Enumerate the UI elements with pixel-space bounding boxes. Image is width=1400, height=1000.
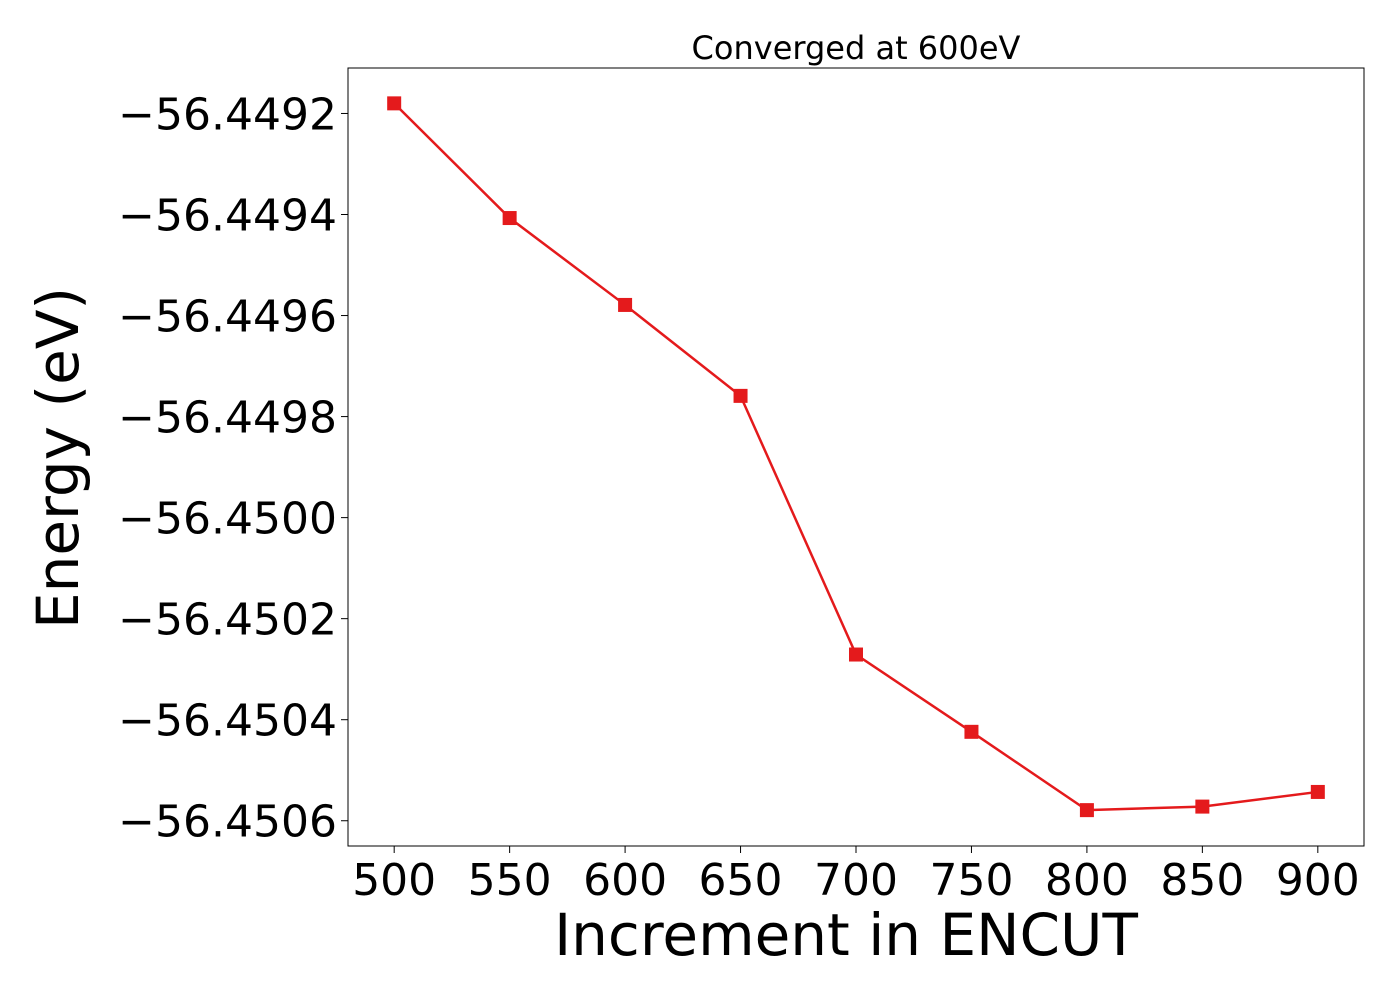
data-point-marker xyxy=(1079,803,1094,818)
data-point-marker xyxy=(1310,784,1325,799)
data-point-marker xyxy=(849,647,863,662)
chart-title: Converged at 600eV xyxy=(692,29,1021,67)
y-axis-ticks: −56.4492 −56.4494 −56.4496 −56.4498 −56.4500… xyxy=(118,89,348,848)
y-tick-label: −56.4494 xyxy=(118,191,337,242)
x-tick-label: 650 xyxy=(699,855,783,906)
x-axis-label: Increment in ENCUT xyxy=(554,901,1138,969)
data-point-marker xyxy=(387,96,402,111)
data-point-marker xyxy=(502,211,517,226)
data-point-marker xyxy=(1195,799,1210,814)
y-tick-label: −56.4502 xyxy=(118,595,337,646)
plot-frame xyxy=(347,67,1365,847)
data-point-marker xyxy=(733,388,748,403)
x-tick-label: 900 xyxy=(1276,855,1360,906)
y-tick-label: −56.4496 xyxy=(118,292,337,343)
x-tick-label: 800 xyxy=(1045,855,1129,906)
y-tick-label: −56.4504 xyxy=(118,696,337,747)
y-tick-label: −56.4492 xyxy=(118,89,337,140)
plot-area xyxy=(387,96,1325,818)
x-tick-label: 550 xyxy=(468,855,552,906)
y-axis-label: Energy (eV) xyxy=(24,287,92,629)
x-tick-label: 500 xyxy=(352,855,436,906)
x-tick-label: 850 xyxy=(1160,855,1244,906)
data-point-marker xyxy=(964,724,979,739)
data-point-marker xyxy=(618,297,633,312)
x-tick-label: 600 xyxy=(583,855,667,906)
y-tick-label: −56.4506 xyxy=(118,797,337,848)
x-tick-label: 750 xyxy=(929,855,1013,906)
y-tick-label: −56.4498 xyxy=(118,393,337,444)
y-tick-label: −56.4500 xyxy=(118,494,337,545)
x-tick-label: 700 xyxy=(814,855,898,906)
x-axis-ticks: 500 550 600 650 700 750 800 850 900 xyxy=(352,846,1360,906)
